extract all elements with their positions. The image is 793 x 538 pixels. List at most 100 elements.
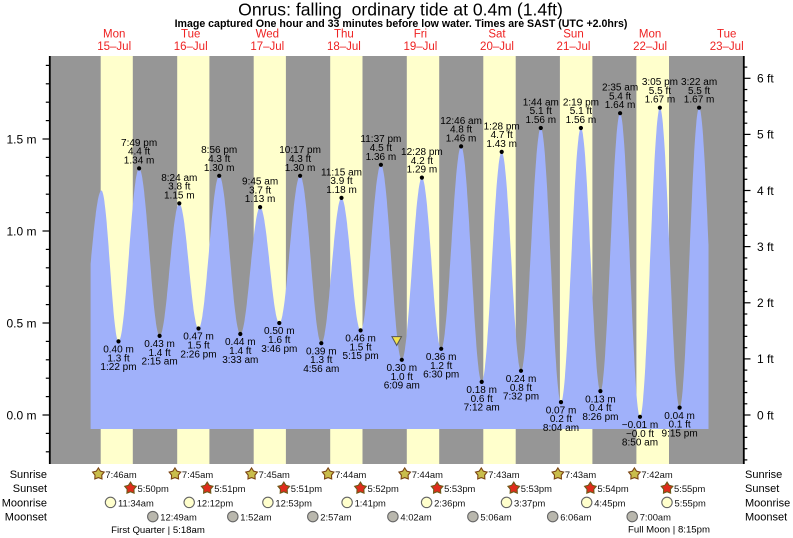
svg-text:4:02am: 4:02am xyxy=(400,512,431,523)
svg-text:1.5 ft: 1.5 ft xyxy=(349,342,371,353)
svg-text:1.6 ft: 1.6 ft xyxy=(268,335,290,346)
svg-text:0.43 m: 0.43 m xyxy=(144,339,175,350)
svg-text:7:46am: 7:46am xyxy=(105,469,136,480)
svg-text:1.43 m: 1.43 m xyxy=(486,139,517,150)
svg-text:0.36 m: 0.36 m xyxy=(426,352,457,363)
svg-text:18–Jul: 18–Jul xyxy=(327,41,361,53)
svg-text:Tue: Tue xyxy=(717,29,736,41)
svg-text:5:15 pm: 5:15 pm xyxy=(343,351,379,362)
svg-text:Sunrise: Sunrise xyxy=(10,469,47,481)
svg-text:0.4 ft: 0.4 ft xyxy=(589,403,611,414)
svg-text:0.2 ft: 0.2 ft xyxy=(550,414,572,425)
svg-text:4.3 ft: 4.3 ft xyxy=(208,154,230,165)
svg-text:6:09 am: 6:09 am xyxy=(384,381,420,392)
svg-text:4:56 am: 4:56 am xyxy=(303,364,339,375)
svg-text:1.15 m: 1.15 m xyxy=(164,190,195,201)
svg-text:5:50pm: 5:50pm xyxy=(138,483,169,494)
svg-text:19–Jul: 19–Jul xyxy=(403,41,437,53)
svg-text:Moonrise: Moonrise xyxy=(2,497,47,509)
svg-text:5.4 ft: 5.4 ft xyxy=(609,91,631,102)
svg-text:10:17 pm: 10:17 pm xyxy=(279,145,321,156)
svg-text:12:28 pm: 12:28 pm xyxy=(401,147,443,158)
svg-text:3:33 am: 3:33 am xyxy=(222,355,258,366)
svg-text:2:36pm: 2:36pm xyxy=(434,497,465,508)
svg-text:6:30 pm: 6:30 pm xyxy=(423,370,459,381)
svg-text:1.67 m: 1.67 m xyxy=(645,95,676,106)
svg-text:6:06am: 6:06am xyxy=(560,512,591,523)
svg-text:0.07 m: 0.07 m xyxy=(546,405,577,416)
svg-text:8:26 pm: 8:26 pm xyxy=(582,412,618,423)
svg-text:1.29 m: 1.29 m xyxy=(407,165,438,176)
svg-text:3:05 pm: 3:05 pm xyxy=(642,77,678,88)
svg-text:0.04 m: 0.04 m xyxy=(664,411,695,422)
svg-text:6 ft: 6 ft xyxy=(757,72,774,86)
svg-text:5:53pm: 5:53pm xyxy=(444,483,475,494)
svg-text:1.46 m: 1.46 m xyxy=(446,133,477,144)
svg-text:3 ft: 3 ft xyxy=(757,240,774,254)
svg-text:2:26 pm: 2:26 pm xyxy=(180,349,216,360)
svg-text:5:55pm: 5:55pm xyxy=(675,497,706,508)
svg-text:1.56 m: 1.56 m xyxy=(566,115,597,126)
svg-text:7:44am: 7:44am xyxy=(412,469,443,480)
svg-text:Mon: Mon xyxy=(639,29,661,41)
svg-text:1.3 ft: 1.3 ft xyxy=(310,355,332,366)
svg-text:1:22 pm: 1:22 pm xyxy=(100,362,136,373)
svg-text:1.4 ft: 1.4 ft xyxy=(229,346,251,357)
svg-text:7:44am: 7:44am xyxy=(335,469,366,480)
svg-text:17–Jul: 17–Jul xyxy=(250,41,284,53)
svg-text:0.13 m: 0.13 m xyxy=(585,394,616,405)
svg-text:5:52pm: 5:52pm xyxy=(368,483,399,494)
svg-text:Mon: Mon xyxy=(103,29,125,41)
svg-text:16–Jul: 16–Jul xyxy=(174,41,208,53)
svg-text:12:49am: 12:49am xyxy=(160,512,197,523)
svg-text:First Quarter | 5:18am: First Quarter | 5:18am xyxy=(111,525,205,536)
svg-text:0.40 m: 0.40 m xyxy=(103,345,134,356)
svg-text:8:56 pm: 8:56 pm xyxy=(201,145,237,156)
svg-text:Tue: Tue xyxy=(181,29,200,41)
svg-text:2:19 pm: 2:19 pm xyxy=(563,97,599,108)
svg-text:11:37 pm: 11:37 pm xyxy=(360,134,401,145)
svg-text:0.6 ft: 0.6 ft xyxy=(471,394,493,405)
svg-text:11:15 am: 11:15 am xyxy=(321,167,362,178)
svg-text:2:35 am: 2:35 am xyxy=(602,83,638,94)
svg-text:4.5 ft: 4.5 ft xyxy=(370,143,392,154)
svg-text:1:28 pm: 1:28 pm xyxy=(484,121,520,132)
svg-text:8:50 am: 8:50 am xyxy=(622,438,658,449)
svg-text:1.4 ft: 1.4 ft xyxy=(148,348,170,359)
svg-text:Moonset: Moonset xyxy=(745,512,787,524)
svg-text:0.1 ft: 0.1 ft xyxy=(668,420,690,431)
svg-text:0 ft: 0 ft xyxy=(757,408,774,422)
svg-text:21–Jul: 21–Jul xyxy=(557,41,591,53)
svg-text:Sun: Sun xyxy=(563,29,583,41)
svg-text:−0.0 ft: −0.0 ft xyxy=(626,429,654,440)
svg-text:7:45am: 7:45am xyxy=(182,469,213,480)
svg-text:0.39 m: 0.39 m xyxy=(306,346,337,357)
svg-text:4:45pm: 4:45pm xyxy=(594,497,625,508)
svg-text:5:53pm: 5:53pm xyxy=(521,483,552,494)
svg-text:5:55pm: 5:55pm xyxy=(674,483,705,494)
svg-text:5:06am: 5:06am xyxy=(480,512,511,523)
svg-text:0.8 ft: 0.8 ft xyxy=(510,383,532,394)
svg-text:1.2 ft: 1.2 ft xyxy=(430,361,452,372)
svg-text:7:45am: 7:45am xyxy=(259,469,290,480)
svg-text:3.9 ft: 3.9 ft xyxy=(330,176,352,187)
svg-text:3:37pm: 3:37pm xyxy=(514,497,545,508)
svg-text:Moonset: Moonset xyxy=(5,512,47,524)
svg-text:5 ft: 5 ft xyxy=(757,128,774,142)
svg-text:1:41pm: 1:41pm xyxy=(355,497,386,508)
svg-text:7:49 pm: 7:49 pm xyxy=(121,138,157,149)
svg-text:Sat: Sat xyxy=(488,29,506,41)
svg-text:2 ft: 2 ft xyxy=(757,296,774,310)
svg-text:Onrus: falling ordinary tide: Onrus: falling ordinary tide at 0.4m (1.… xyxy=(238,0,563,20)
svg-text:5.5 ft: 5.5 ft xyxy=(649,86,671,97)
svg-text:3:22 am: 3:22 am xyxy=(681,77,717,88)
svg-text:1.0 m: 1.0 m xyxy=(6,224,36,238)
svg-text:3.7 ft: 3.7 ft xyxy=(249,185,271,196)
svg-text:0.5 m: 0.5 m xyxy=(6,316,36,330)
svg-text:11:34am: 11:34am xyxy=(118,497,154,508)
svg-text:2:57am: 2:57am xyxy=(320,512,351,523)
svg-text:5.5 ft: 5.5 ft xyxy=(688,86,710,97)
svg-text:1:52am: 1:52am xyxy=(240,512,271,523)
svg-text:Full Moon | 8:15pm: Full Moon | 8:15pm xyxy=(628,525,710,536)
svg-text:4.2 ft: 4.2 ft xyxy=(411,156,433,167)
